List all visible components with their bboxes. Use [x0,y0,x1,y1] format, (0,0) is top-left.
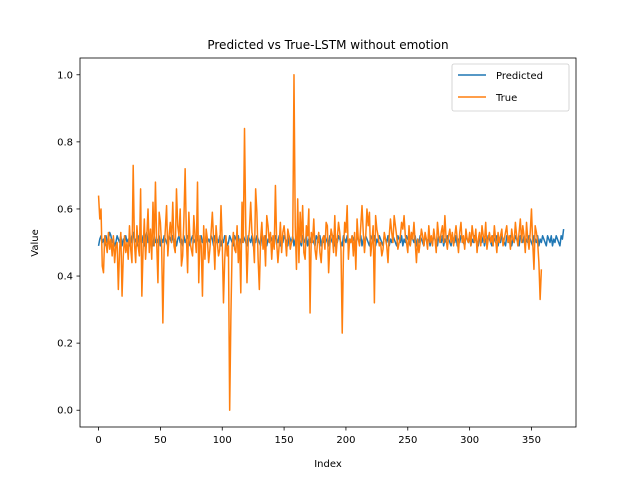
plot-frame [79,57,577,428]
x-axis-label: Index [314,459,342,470]
x-tick-label: 200 [336,435,355,446]
true-series-line [97,74,543,411]
y-tick-label: 0.0 [57,406,73,417]
x-tick-label: 150 [275,435,294,446]
y-tick-label: 0.4 [57,272,73,283]
legend-label-true: True [495,93,517,104]
chart-title: Predicted vs True-LSTM without emotion [207,38,448,52]
legend: Predicted True [451,63,570,112]
y-tick-label: 0.6 [57,204,73,215]
x-tick-label: 350 [522,435,541,446]
x-tick-label: 50 [154,435,167,446]
x-tick-label: 0 [95,435,101,446]
x-tick-label: 300 [460,435,479,446]
x-tick-label: 100 [213,435,232,446]
y-tick-label: 1.0 [57,70,73,81]
x-tick-label: 250 [398,435,417,446]
legend-label-predicted: Predicted [496,71,543,82]
axis-ticks: 0 50 100 150 200 250 300 350 0.0 0.2 0.4 0.6 0.8 1.0 [57,70,541,446]
y-tick-label: 0.8 [57,137,73,148]
y-axis-label: Value [30,229,41,256]
y-tick-label: 0.2 [57,339,73,350]
series-layer [97,74,565,411]
